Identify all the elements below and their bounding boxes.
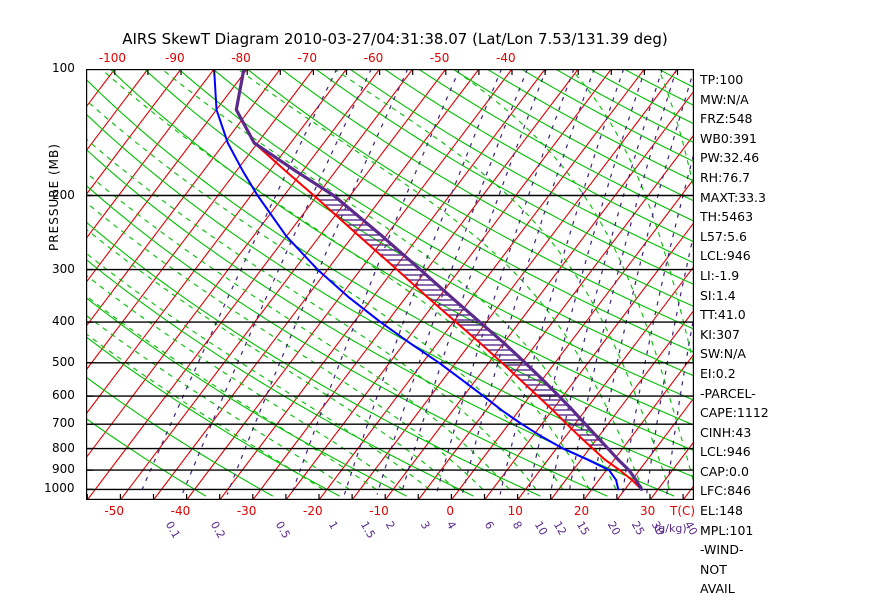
top-temp-tick--70: -70 <box>297 51 318 65</box>
stat-row-0: TP:100 <box>700 72 744 87</box>
mixing-ratio-tick-4: 4 <box>443 519 459 532</box>
stat-row-21: LFC:846 <box>700 483 751 499</box>
stat-row-7: TH:5463 <box>700 209 754 225</box>
skewt-diagram-page: AIRS SkewT Diagram 2010-03-27/04:31:38.0… <box>44 30 769 597</box>
top-temp-tick--50: -50 <box>429 51 450 65</box>
moist-adiabat-lines <box>86 69 694 490</box>
stat-row-9: LCL:946 <box>700 248 751 264</box>
cape-shaded-region <box>313 195 608 449</box>
top-temp-tick--60: -60 <box>363 51 384 65</box>
top-temp-tick--90: -90 <box>165 51 185 65</box>
stat-row-2: FRZ:548 <box>700 111 753 127</box>
mixing-ratio-tick-25: 25 <box>628 519 647 538</box>
mixing-ratio-tick-2: 2 <box>382 519 398 532</box>
mixing-ratio-tick-12: 12 <box>550 519 569 538</box>
stat-row-4: PW:32.46 <box>700 150 760 166</box>
stat-row-26: AVAIL <box>700 581 735 597</box>
mixing-ratio-tick-0.5: 0.5 <box>272 519 293 541</box>
mixing-ratio-tick-3: 3 <box>417 519 433 532</box>
pressure-tick-400: 400 <box>52 314 75 329</box>
stat-row-13: KI:307 <box>700 326 740 342</box>
top-temp-tick--80: -80 <box>231 51 251 65</box>
stats-panel: TP:100 MW:N/A FRZ:548 WB0:391 PW:32.46 RH:76.… <box>700 70 796 599</box>
bottom-temp-tick--20: -20 <box>303 504 323 518</box>
top-temp-tick--40: -40 <box>496 51 516 65</box>
page-title: AIRS SkewT Diagram 2010-03-27/04:31:38.0… <box>122 30 668 48</box>
bottom-temp-tick-30: 30 <box>640 504 656 518</box>
stat-row-1: MW:N/A <box>700 91 749 107</box>
stat-row-22: EL:148 <box>700 503 743 519</box>
mixing-ratio-tick-8: 8 <box>509 519 525 532</box>
mixing-ratio-tick-6: 6 <box>481 519 497 532</box>
skewt-plot <box>86 69 694 500</box>
pressure-tick-600: 600 <box>52 388 75 403</box>
bottom-temp-tick--40: -40 <box>170 504 191 518</box>
pressure-tick-800: 800 <box>52 440 75 455</box>
stat-row-23: MPL:101 <box>700 522 754 538</box>
stat-row-19: LCL:946 <box>700 444 751 460</box>
bottom-temp-tick-10: 10 <box>507 504 523 518</box>
pressure-tick-900: 900 <box>52 462 75 477</box>
mixing-ratio-tick-15: 15 <box>573 519 592 538</box>
mixing-ratio-tick-10: 10 <box>531 519 551 538</box>
stat-row-20: CAP:0.0 <box>700 463 749 479</box>
pressure-tick-200: 200 <box>52 187 75 202</box>
stat-row-25: NOT <box>700 561 727 577</box>
temp-axis-unit-label: T(C) <box>670 504 696 518</box>
stat-row-15: EI:0.2 <box>700 365 736 381</box>
sounding-curves <box>213 69 644 491</box>
stat-row-10: LI:-1.9 <box>700 267 740 283</box>
plot-area <box>86 69 694 500</box>
mixing-axis-unit-label: (g/kg) <box>654 522 687 535</box>
stat-row-16: -PARCEL- <box>700 385 756 401</box>
bottom-temp-tick-0: 0 <box>446 504 455 518</box>
tick-marks <box>86 69 684 500</box>
pressure-tick-500: 500 <box>52 354 75 369</box>
stat-row-17: CAPE:1112 <box>700 405 769 421</box>
stat-row-12: TT:41.0 <box>700 307 746 323</box>
mixing-ratio-tick-0.1: 0.1 <box>162 519 183 541</box>
stat-row-24: -WIND- <box>700 542 744 558</box>
pressure-tick-1000: 1000 <box>44 481 75 496</box>
stat-row-5: RH:76.7 <box>700 169 751 185</box>
mixing-ratio-tick-0.2: 0.2 <box>207 519 228 541</box>
stat-row-6: MAXT:33.3 <box>700 189 766 205</box>
isobar-lines <box>86 194 694 491</box>
bottom-temp-tick--10: -10 <box>369 504 389 518</box>
pressure-tick-100: 100 <box>52 61 75 75</box>
bottom-temp-tick--30: -30 <box>236 504 257 518</box>
stat-row-8: L57:5.6 <box>700 228 747 244</box>
stat-row-11: SI:1.4 <box>700 287 736 303</box>
stat-row-18: CINH:43 <box>700 424 752 440</box>
stat-row-3: WB0:391 <box>700 130 757 146</box>
stat-row-14: SW:N/A <box>700 346 746 362</box>
plot-border <box>86 69 694 500</box>
mixing-ratio-tick-1: 1 <box>325 519 341 532</box>
bottom-temp-tick--50: -50 <box>104 504 125 518</box>
pressure-tick-300: 300 <box>52 261 75 276</box>
pressure-tick-700: 700 <box>52 416 75 431</box>
bottom-temp-tick-20: 20 <box>573 504 590 518</box>
mixing-ratio-tick-1.5: 1.5 <box>358 519 379 541</box>
mixing-ratio-tick-20: 20 <box>604 519 623 538</box>
top-temp-tick--100: -100 <box>98 51 127 65</box>
